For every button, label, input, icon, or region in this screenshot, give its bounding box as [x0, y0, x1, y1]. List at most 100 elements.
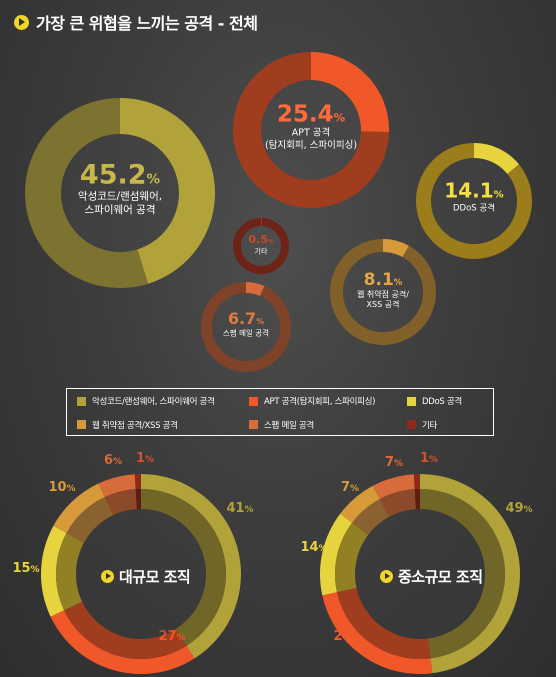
bubble-center — [343, 252, 423, 332]
legend-label: 기타 — [422, 420, 438, 431]
ring-slice-label: 15% — [12, 561, 39, 576]
small-org-title-text: 중소규모 조직 — [398, 568, 483, 586]
bubble-value-arc — [261, 218, 262, 227]
ring-slice-label: 14% — [300, 540, 327, 555]
page-title: 가장 큰 위협을 느끼는 공격 - 전체 — [36, 14, 258, 33]
ring-slice-inner — [420, 489, 505, 659]
small-org-title: 중소규모 조직 — [380, 566, 483, 587]
legend-swatch — [407, 396, 416, 406]
chart-legend: 악성코드/랜섬웨어, 스파이웨어 공격 APT 공격(탐지회피, 스파이피싱) … — [66, 388, 494, 436]
bubble-value: 0.5% — [248, 233, 274, 246]
legend-label: APT 공격(탐지회피, 스파이피싱) — [264, 397, 376, 407]
legend-swatch — [249, 396, 258, 406]
ring-slice-label: 7% — [385, 455, 403, 470]
legend-swatch — [249, 420, 258, 429]
ring-slice-label: 27% — [158, 629, 185, 644]
bubble-label: APT 공격 — [292, 127, 331, 139]
bubble-donut-6: 0.5%기타 — [233, 218, 289, 274]
ring-slice-outer — [141, 474, 241, 659]
ring-slice-inner — [141, 489, 227, 646]
ring-center — [355, 509, 485, 639]
ring-center — [76, 509, 206, 639]
ring-slice-outer — [320, 513, 353, 596]
ring-slice-inner — [379, 489, 416, 517]
bubble-center — [212, 293, 280, 361]
ring-chart-large-org: 41% 27% 15% 10% 6% 1% — [12, 451, 254, 674]
ring-slice-outer — [134, 474, 141, 490]
bubble-donut-5: 6.7%스팸 메일 공격 — [201, 282, 291, 372]
bubble-center — [431, 158, 517, 244]
bubble-donut-2: 25.4%APT 공격(탐지회피, 스파이피싱) — [233, 52, 389, 208]
large-org-title-text: 대규모 조직 — [119, 568, 191, 586]
ring-slice-inner — [336, 587, 431, 659]
bubble-label: (탐지회피, 스파이피싱) — [265, 139, 357, 151]
bubble-center — [241, 226, 281, 266]
ring-slice-outer — [372, 474, 415, 500]
legend-swatch — [77, 420, 86, 429]
bubble-value-arc — [474, 143, 519, 174]
arrow-right-icon — [101, 570, 114, 583]
ring-slice-inner — [64, 601, 187, 660]
ring-slice-inner — [335, 522, 369, 593]
legend-item: 스팸 메일 공격 — [249, 418, 407, 432]
ring-slice-outer — [98, 474, 136, 498]
bubble-value: 8.1% — [364, 270, 403, 290]
bubble-label: XSS 공격 — [367, 299, 400, 309]
ring-slice-outer — [41, 525, 67, 617]
ring-slice-inner — [135, 489, 141, 510]
legend-label: DDoS 공격 — [422, 397, 462, 407]
legend-item: 웹 취약점 공격/XSS 공격 — [77, 418, 249, 432]
legend-label: 악성코드/랜섬웨어, 스파이웨어 공격 — [92, 397, 215, 407]
legend-label: 웹 취약점 공격/XSS 공격 — [92, 420, 178, 431]
large-org-title: 대규모 조직 — [101, 566, 191, 587]
ring-slice-label: 1% — [420, 451, 438, 466]
legend-item: 악성코드/랜섬웨어, 스파이웨어 공격 — [77, 394, 249, 408]
bubble-value: 6.7% — [228, 309, 264, 328]
bubble-donut-4: 8.1%웹 취약점 공격/XSS 공격 — [330, 239, 436, 345]
ring-slice-outer — [50, 610, 195, 674]
legend-item: DDoS 공격 — [407, 394, 487, 408]
ring-slice-outer — [340, 485, 380, 523]
bubble-donut-3: 14.1%DDoS 공격 — [416, 143, 532, 259]
page-header: 가장 큰 위협을 느끼는 공격 - 전체 — [14, 9, 258, 35]
bubble-donut-1: 45.2%악성코드/랜섬웨어,스파이웨어 공격 — [25, 98, 215, 288]
ring-slice-inner — [352, 499, 390, 535]
bubble-label: 스팸 메일 공격 — [223, 327, 269, 337]
ring-slice-label: 10% — [48, 480, 75, 495]
ring-slice-label: 6% — [104, 453, 122, 468]
legend-swatch — [77, 396, 86, 406]
ring-slice-label: 49% — [505, 501, 532, 516]
ring-slice-label: 24% — [333, 629, 360, 644]
ring-slice-label: 1% — [136, 451, 154, 466]
ring-slice-label: 7% — [341, 480, 359, 495]
bubble-label: 기타 — [255, 247, 268, 256]
bubble-value: 25.4% — [277, 101, 346, 127]
legend-swatch — [407, 420, 416, 429]
arrow-right-icon — [14, 14, 29, 30]
bubble-label: DDoS 공격 — [453, 202, 495, 213]
ring-chart-small-org: 49% 24% 14% 7% 7% 1% — [300, 451, 533, 674]
ring-slice-outer — [420, 474, 521, 674]
ring-slice-outer — [322, 592, 433, 674]
bubble-label: 스파이웨어 공격 — [85, 203, 156, 216]
bubble-value: 45.2% — [80, 160, 161, 191]
arrow-right-icon — [380, 570, 393, 583]
bubble-label: 악성코드/랜섬웨어, — [78, 190, 162, 202]
legend-item: 기타 — [407, 418, 487, 432]
bubble-center — [61, 134, 179, 252]
bubble-value: 14.1% — [444, 179, 503, 203]
bubble-value-arc — [246, 282, 265, 296]
ring-slice-inner — [56, 533, 85, 611]
bubble-value-arc — [311, 52, 389, 132]
ring-slice-inner — [104, 489, 137, 516]
bubble-center — [261, 80, 361, 180]
legend-item: APT 공격(탐지회피, 스파이피싱) — [249, 394, 407, 408]
bubble-value-arc — [383, 239, 409, 258]
ring-slice-label: 41% — [226, 501, 253, 516]
bubble-value-arc — [120, 98, 215, 284]
ring-slice-outer — [413, 474, 420, 490]
ring-slice-outer — [53, 483, 105, 534]
ring-slice-inner — [414, 489, 420, 510]
